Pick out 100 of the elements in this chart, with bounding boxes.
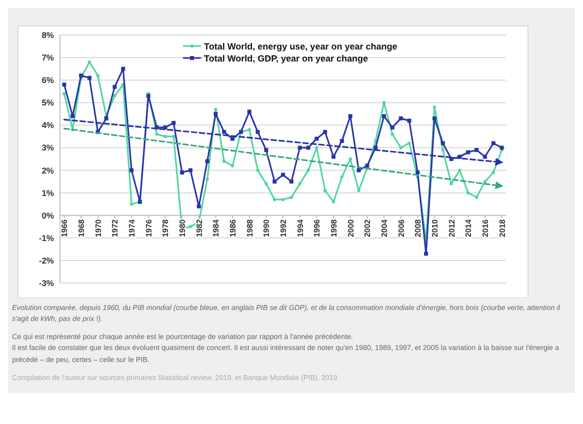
point [331,154,336,159]
point [62,92,66,96]
point [450,182,453,186]
point [155,132,158,136]
x-tick-label: 1996 [312,218,322,238]
x-tick-label: 1992 [279,218,288,238]
y-tick-label: 8% [42,30,54,40]
point [332,200,336,204]
point [500,146,504,150]
point [70,114,75,118]
point [432,106,436,109]
point [146,94,150,98]
point [264,148,268,152]
point [483,180,487,184]
point [130,168,134,172]
point [315,146,318,150]
x-tick-label: 1976 [144,218,154,238]
point [214,112,218,116]
y-tick-label: 1% [42,188,54,198]
x-tick-label: 1984 [212,218,221,238]
point [356,168,361,172]
x-tick-label: 1986 [228,218,238,238]
point [289,180,294,184]
point [281,172,285,177]
x-tick-label: 2006 [396,218,406,238]
point [441,148,444,152]
x-tick-label: 2014 [464,218,474,238]
point [323,188,327,192]
x-tick-label: 2016 [480,218,490,238]
point [458,168,462,172]
point [164,134,167,138]
x-tick-label: 1994 [296,218,305,238]
point [432,116,436,120]
point [340,175,344,179]
point [390,125,394,130]
y-tick-label: 4% [42,120,54,130]
point [390,132,394,136]
point [222,160,226,163]
x-tick-label: 2018 [498,218,507,238]
point [130,202,134,206]
point [357,188,360,192]
point [340,138,344,143]
point [230,164,234,168]
point [314,136,319,141]
x-tick-label: 1988 [245,218,254,238]
x-tick-label: 1978 [161,218,170,238]
point [247,110,252,114]
point [205,159,210,164]
point [407,118,412,123]
point [348,157,352,161]
x-tick-label: 2004 [380,218,389,238]
y-tick-label: 6% [42,75,54,86]
point [348,114,352,118]
point [230,136,235,141]
point [121,66,126,71]
point [172,120,176,125]
point [298,182,302,186]
point [474,148,479,152]
point [113,94,116,98]
point [196,204,201,208]
point [96,74,100,78]
x-tick-label: 1998 [329,218,338,238]
x-tick-label: 1972 [110,218,120,238]
x-tick-label: 1982 [194,218,204,238]
point [188,168,192,172]
point [264,182,268,186]
point [306,168,310,172]
point [440,141,445,146]
x-tick-label: 1990 [262,218,272,238]
point [214,108,218,111]
x-tick-label: 1980 [178,218,188,238]
x-tick-label: 1970 [94,218,103,238]
point [248,128,251,132]
y-tick-label: -1% [38,232,54,243]
point [298,146,302,150]
point [188,225,192,228]
point [62,82,66,87]
point [272,198,276,202]
x-tick-label: 2000 [346,218,356,238]
point [172,134,176,138]
x-tick-label: 2010 [430,218,440,238]
point [398,116,403,120]
legend-label: Total World, energy use, year on year change [204,42,398,52]
point [491,141,496,146]
point [281,198,285,202]
point [416,170,420,175]
x-tick-label: 2012 [447,218,456,238]
point [408,142,411,145]
point [492,170,495,174]
point [466,150,470,154]
point [482,154,487,159]
point [290,196,294,199]
point [323,130,328,134]
point [424,252,428,256]
point [306,146,310,150]
point [399,146,402,150]
point [112,84,117,89]
x-tick-label: 1966 [60,218,70,238]
y-tick-label: 3% [42,142,54,153]
y-tick-label: 7% [42,52,54,63]
